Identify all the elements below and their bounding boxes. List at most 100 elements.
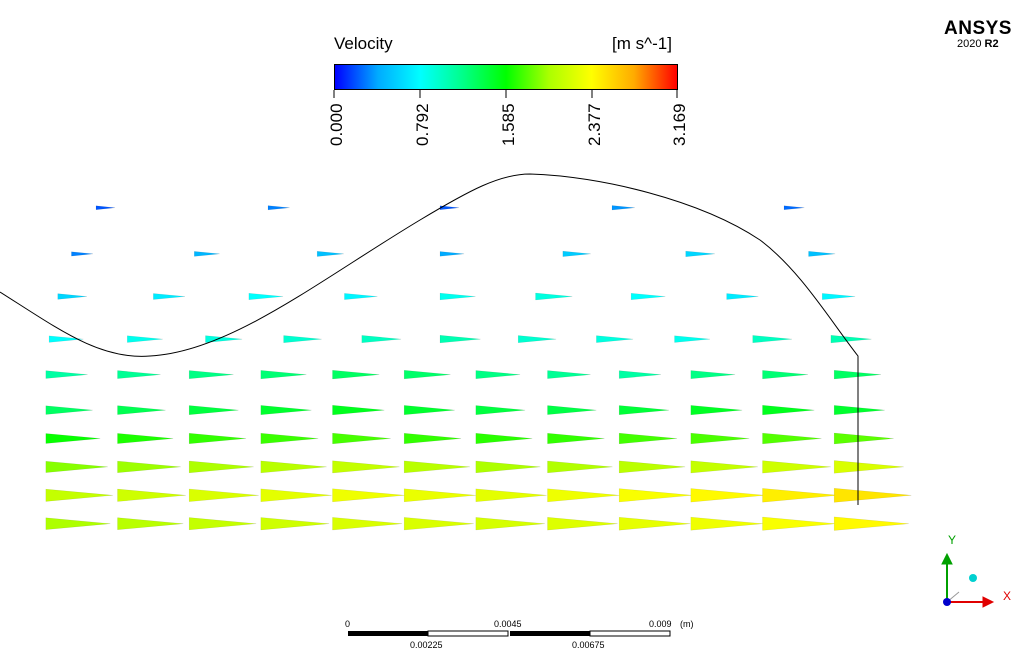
scale-label: 0.0045 xyxy=(494,619,522,629)
velocity-vector xyxy=(833,432,894,445)
y-axis-label: Y xyxy=(948,533,957,547)
velocity-vector xyxy=(762,432,822,445)
velocity-vector xyxy=(188,488,259,502)
velocity-vector xyxy=(403,488,476,503)
velocity-vector xyxy=(95,205,116,210)
velocity-vector xyxy=(685,250,715,258)
velocity-vector xyxy=(690,405,743,416)
velocity-vector xyxy=(260,370,307,380)
legend-tick-label: 3.169 xyxy=(670,103,689,146)
velocity-vector xyxy=(403,432,462,445)
velocity-vector xyxy=(783,205,805,211)
velocity-vector xyxy=(762,460,831,474)
velocity-vector xyxy=(690,516,763,531)
velocity-vector xyxy=(117,370,161,379)
velocity-vector xyxy=(188,370,234,380)
velocity-vector xyxy=(403,369,451,380)
velocity-vector xyxy=(332,405,385,416)
velocity-vector xyxy=(562,250,591,257)
velocity-vector xyxy=(475,433,533,444)
velocity-vector xyxy=(267,205,290,211)
velocity-vector xyxy=(71,251,94,257)
legend-tick-label: 2.377 xyxy=(585,103,604,146)
velocity-vector xyxy=(283,335,322,343)
velocity-vector xyxy=(762,370,809,380)
velocity-vector xyxy=(117,488,186,502)
velocity-vector xyxy=(690,460,758,474)
velocity-vector xyxy=(547,460,613,474)
velocity-vector xyxy=(547,405,597,415)
legend-tick-marks xyxy=(333,90,678,98)
velocity-vector xyxy=(117,433,174,444)
legend-unit: [m s^-1] xyxy=(612,34,672,53)
velocity-vector xyxy=(611,205,635,211)
x-axis-label: X xyxy=(1003,589,1012,603)
velocity-vector xyxy=(45,460,108,473)
velocity-vector xyxy=(475,488,547,503)
channel-wall-outline xyxy=(0,173,859,505)
velocity-vector xyxy=(117,405,166,415)
ansys-version: 2020 R2 xyxy=(957,38,999,50)
velocity-vector xyxy=(260,517,330,531)
velocity-vector xyxy=(117,517,184,531)
velocity-vector xyxy=(690,432,750,445)
velocity-vector xyxy=(332,517,403,531)
velocity-vector xyxy=(403,405,455,416)
velocity-vector xyxy=(547,432,605,445)
velocity-vector xyxy=(45,433,101,444)
velocity-vector xyxy=(475,370,521,380)
velocity-vector xyxy=(45,370,88,379)
velocity-vector xyxy=(630,292,666,301)
velocity-vector xyxy=(547,370,591,379)
velocity-vector xyxy=(361,335,402,344)
velocity-vector xyxy=(618,488,693,503)
velocity-vector xyxy=(439,292,476,301)
velocity-vector xyxy=(547,488,620,503)
velocity-vector xyxy=(403,460,470,474)
legend-tick-label: 1.585 xyxy=(499,103,518,146)
velocity-vector xyxy=(248,292,284,301)
velocity-vector xyxy=(830,335,872,344)
velocity-vector xyxy=(762,405,815,416)
velocity-vector xyxy=(439,251,465,257)
velocity-vector xyxy=(547,517,618,531)
velocity-vector xyxy=(674,335,711,343)
scale-label: 0.00675 xyxy=(572,640,605,650)
velocity-vector xyxy=(260,432,319,445)
legend-tick-label: 0.000 xyxy=(327,103,346,146)
velocity-vector xyxy=(618,460,686,474)
velocity-vector xyxy=(57,293,87,300)
scale-label: 0 xyxy=(345,619,351,629)
velocity-vector xyxy=(153,293,186,300)
velocity-vector xyxy=(752,335,792,344)
scale-label: 0.009 xyxy=(649,619,672,629)
scale-unit: (m) xyxy=(680,619,694,629)
velocity-vector xyxy=(117,460,181,473)
legend-colorbar xyxy=(334,64,678,90)
velocity-vector xyxy=(403,517,474,531)
velocity-vector xyxy=(332,460,400,474)
velocity-vector xyxy=(833,405,885,416)
velocity-vector xyxy=(690,488,766,503)
velocity-vector xyxy=(618,432,678,445)
velocity-vector xyxy=(475,405,526,415)
velocity-vector xyxy=(475,517,545,531)
velocity-vector xyxy=(48,335,84,343)
velocity-vector xyxy=(45,405,93,415)
velocity-vector xyxy=(596,335,634,343)
velocity-vector xyxy=(260,488,332,503)
velocity-vector xyxy=(439,335,481,344)
velocity-vector xyxy=(188,432,247,445)
velocity-vector xyxy=(808,251,836,257)
velocity-vector xyxy=(821,293,856,300)
scale-label: 0.00225 xyxy=(410,640,443,650)
legend-tick-label: 0.792 xyxy=(413,103,432,146)
velocity-vector xyxy=(127,335,163,343)
velocity-vector xyxy=(316,251,344,257)
velocity-vector xyxy=(726,293,759,300)
velocity-vectors xyxy=(45,205,912,531)
velocity-vector xyxy=(833,488,912,503)
velocity-vector xyxy=(618,370,661,379)
